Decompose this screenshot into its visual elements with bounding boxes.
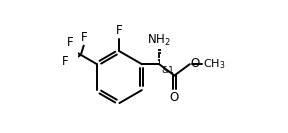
Text: F: F	[116, 24, 123, 37]
Text: CH$_3$: CH$_3$	[203, 57, 226, 71]
Text: F: F	[67, 36, 74, 49]
Text: &1: &1	[162, 66, 175, 75]
Text: O: O	[191, 57, 200, 70]
Text: F: F	[62, 55, 69, 68]
Text: F: F	[81, 31, 88, 44]
Text: O: O	[170, 91, 179, 104]
Text: NH$_2$: NH$_2$	[147, 33, 171, 48]
